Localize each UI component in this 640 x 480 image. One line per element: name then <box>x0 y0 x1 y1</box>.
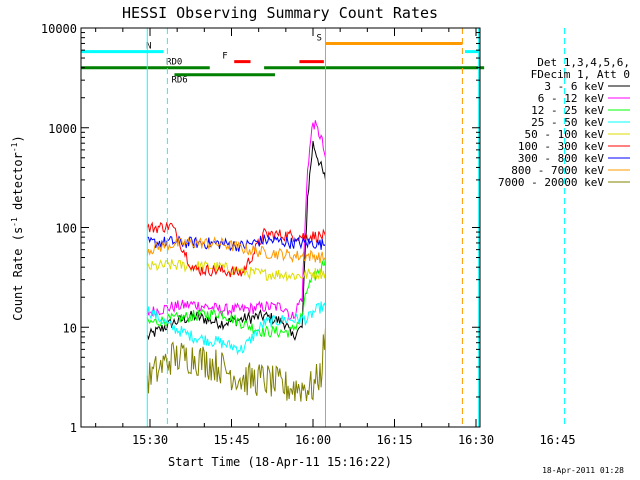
x-tick-label: 16:45 <box>539 433 575 447</box>
legend-entry-label: 25 - 50 keV <box>531 116 604 129</box>
series-line-6-12-kev <box>146 120 326 321</box>
legend-entry-label: 800 - 7000 keV <box>511 164 604 177</box>
series-line-300-800-kev <box>147 234 326 252</box>
legend-entry-label: 7000 - 20000 keV <box>498 176 604 189</box>
flag-label-rd6: RD6 <box>171 76 187 86</box>
x-tick-label: 15:30 <box>132 433 168 447</box>
legend-header: FDecim 1, Att 0 <box>531 68 630 81</box>
flag-label-f: F <box>222 52 227 62</box>
y-tick-label: 1 <box>70 421 77 435</box>
x-axis-label: Start Time (18-Apr-11 15:16:22) <box>168 455 392 469</box>
legend: Det 1,3,4,5,6,FDecim 1, Att 03 - 6 keV6 … <box>498 56 630 189</box>
y-axis-label: Count Rate (s-1 detector-1) <box>10 135 25 320</box>
y-tick-label: 100 <box>55 222 77 236</box>
chart-title: HESSI Observing Summary Count Rates <box>122 4 438 22</box>
series-line-800-7000-kev <box>146 236 326 264</box>
legend-entry-label: 50 - 100 keV <box>525 128 605 141</box>
flag-label-rd0: RD0 <box>166 58 182 68</box>
legend-entry-label: 3 - 6 keV <box>544 80 604 93</box>
legend-entry-label: 300 - 800 keV <box>518 152 604 165</box>
y-tick-label: 10 <box>63 321 77 335</box>
y-tick-label: 1000 <box>48 122 77 136</box>
legend-header: Det 1,3,4,5,6, <box>537 56 630 69</box>
flag-label-s: S <box>316 33 321 43</box>
footer-timestamp: 18-Apr-2011 01:28 <box>542 466 624 475</box>
y-tick-label: 10000 <box>41 22 77 36</box>
legend-entry-label: 12 - 25 keV <box>531 104 604 117</box>
x-tick-label: 16:15 <box>376 433 412 447</box>
plot-frame <box>80 27 481 428</box>
legend-entry-label: 100 - 300 keV <box>518 140 604 153</box>
series-line-7000-20000-kev <box>146 327 326 402</box>
series-line-25-50-kev <box>146 301 326 356</box>
flag-label-n: N <box>146 42 151 52</box>
x-tick-label: 15:45 <box>213 433 249 447</box>
legend-entry-label: 6 - 12 keV <box>538 92 605 105</box>
x-tick-label: 16:30 <box>458 433 494 447</box>
series-line-12-25-kev <box>146 257 326 338</box>
x-tick-label: 16:00 <box>295 433 331 447</box>
